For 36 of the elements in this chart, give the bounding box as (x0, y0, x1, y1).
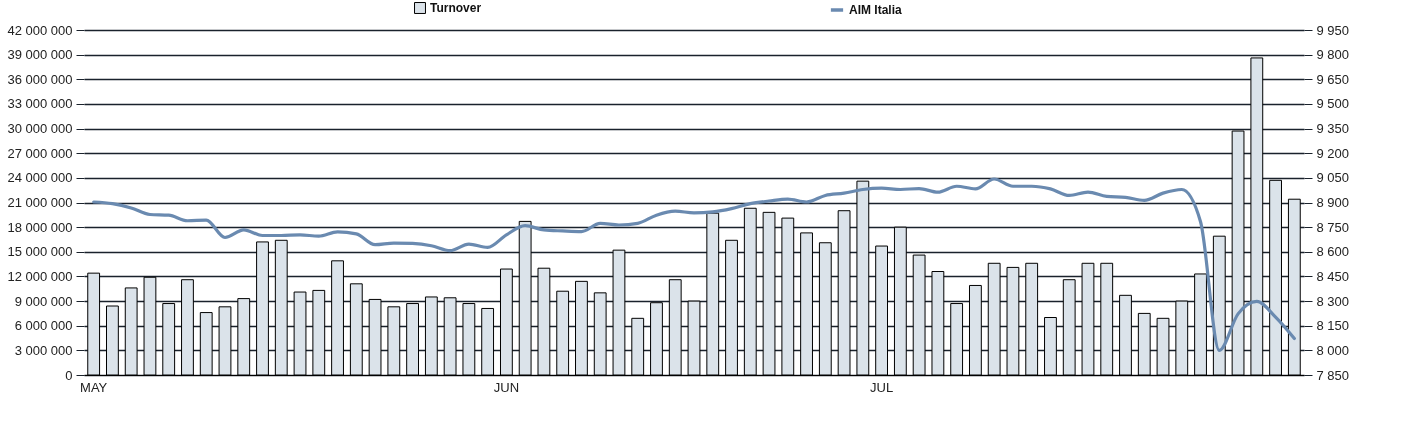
y2-tick-label: 9 200 (1316, 145, 1350, 161)
x-tick-label: JUL (870, 379, 894, 395)
y2-tick-label: 8 150 (1316, 318, 1350, 334)
y2-tick-label: 9 050 (1316, 170, 1350, 186)
y-tick-label: 0 (65, 367, 73, 383)
y-tick-label: 27 000 000 (7, 145, 73, 161)
y-tick-label: 6 000 000 (14, 318, 73, 334)
y-tick-label: 3 000 000 (14, 342, 73, 358)
y2-tick-label: 8 450 (1316, 268, 1350, 284)
y-tick-label: 42 000 000 (7, 22, 73, 38)
y2-tick-label: 7 850 (1316, 367, 1350, 383)
y-tick-label: 36 000 000 (7, 71, 73, 87)
y-tick-label: 9 000 000 (14, 293, 73, 309)
y-tick-label: 33 000 000 (7, 96, 73, 112)
y2-tick-label: 9 350 (1316, 121, 1350, 137)
y2-tick-label: 8 000 (1316, 342, 1350, 358)
y-tick-label: 15 000 000 (7, 244, 73, 260)
y2-tick-label: 8 600 (1316, 244, 1350, 260)
y-tick-label: 21 000 000 (7, 195, 73, 210)
y-tick-label: 12 000 000 (7, 268, 73, 284)
y2-tick-label: 8 750 (1316, 219, 1350, 235)
y-tick-label: 24 000 000 (7, 170, 73, 186)
y2-tick-label: 9 500 (1316, 96, 1350, 112)
y2-tick-label: 9 650 (1316, 71, 1350, 87)
y-tick-label: 30 000 000 (7, 121, 73, 137)
y2-tick-label: 9 950 (1316, 22, 1350, 38)
legend-label: AIM Italia (849, 3, 902, 17)
y-tick-label: 39 000 000 (7, 47, 73, 63)
x-tick-label: MAY (80, 379, 108, 395)
y2-tick-label: 9 800 (1316, 47, 1350, 63)
y2-tick-label: 8 900 (1316, 195, 1350, 210)
legend-label: Turnover (430, 1, 482, 15)
y-tick-label: 18 000 000 (7, 219, 73, 235)
line-series (92, 177, 1296, 352)
y2-tick-label: 8 300 (1316, 293, 1350, 309)
x-tick-label: JUN (493, 379, 520, 395)
